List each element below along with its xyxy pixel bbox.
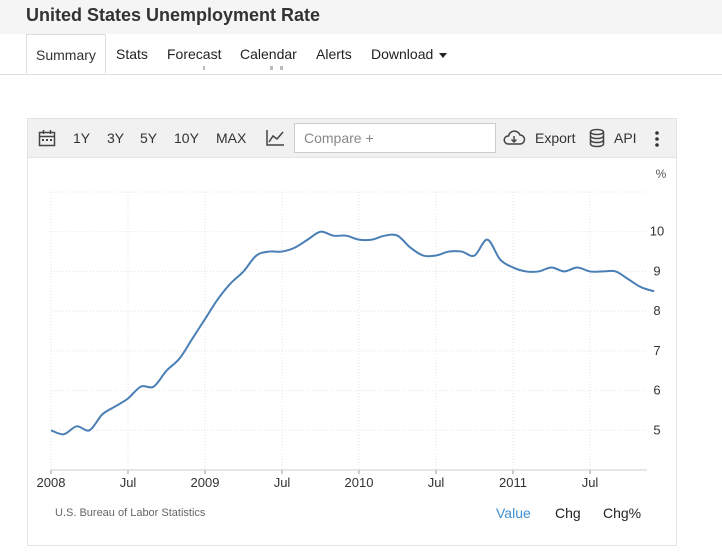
y-tick-label: 7: [653, 343, 660, 358]
cloud-download-icon[interactable]: [502, 129, 526, 147]
x-tick-label: 2009: [191, 475, 220, 487]
api-button[interactable]: API: [614, 130, 637, 146]
mode-chg-percent-button[interactable]: Chg%: [603, 505, 642, 521]
calendar-icon[interactable]: [38, 129, 56, 147]
tab-stats[interactable]: Stats: [116, 46, 148, 62]
x-tick-label: 2011: [499, 475, 527, 487]
x-tick-label: Jul: [274, 475, 291, 487]
range-1y-button[interactable]: 1Y: [73, 130, 91, 146]
y-tick-label: 6: [653, 383, 660, 398]
page-title: United States Unemployment Rate: [26, 5, 321, 25]
y-tick-label: 5: [653, 422, 660, 437]
x-tick-label: 2008: [37, 475, 66, 487]
caret-down-icon: [439, 52, 448, 58]
chart-toolbar: 1Y 3Y 5Y 10Y MAX Export API: [28, 119, 676, 158]
source-label: U.S. Bureau of Labor Statistics: [55, 507, 206, 519]
range-10y-button[interactable]: 10Y: [174, 130, 199, 146]
unemployment-line-chart: 5 6 7 8 9 10 2008 Jul 2009 Jul 2010 Jul 2011 Jul %: [37, 167, 667, 487]
compare-input[interactable]: [294, 123, 496, 153]
series-line: [50, 230, 655, 436]
tab-summary[interactable]: Summary: [26, 34, 106, 74]
range-5y-button[interactable]: 5Y: [140, 130, 158, 146]
tab-calendar[interactable]: Calendar: [240, 46, 297, 62]
x-tick-label: 2010: [345, 475, 374, 487]
y-tick-label: 8: [653, 303, 660, 318]
clipped-text-fragment: [203, 66, 283, 70]
y-tick-label: 10: [650, 224, 664, 239]
title-bar: United States Unemployment Rate: [0, 0, 722, 35]
x-tick-label: Jul: [120, 475, 137, 487]
tab-download-label: Download: [371, 46, 434, 62]
x-tick-label: Jul: [428, 475, 445, 487]
export-button[interactable]: Export: [535, 130, 576, 146]
tab-bar: Summary Stats Forecast Calendar Alerts D…: [0, 34, 722, 75]
range-3y-button[interactable]: 3Y: [107, 130, 125, 146]
mode-value-button[interactable]: Value: [496, 505, 531, 521]
mode-chg-button[interactable]: Chg: [555, 505, 581, 521]
chart-panel: 1Y 3Y 5Y 10Y MAX Export API: [27, 118, 677, 546]
database-icon[interactable]: [589, 128, 605, 148]
line-chart-icon[interactable]: [265, 129, 285, 147]
tab-forecast[interactable]: Forecast: [167, 46, 222, 62]
range-max-button[interactable]: MAX: [216, 130, 247, 146]
tab-download[interactable]: Download: [371, 34, 448, 74]
y-tick-label: 9: [653, 263, 660, 278]
tab-alerts[interactable]: Alerts: [316, 46, 352, 62]
more-vertical-icon[interactable]: [652, 130, 662, 148]
y-axis-unit: %: [656, 167, 667, 181]
x-tick-label: Jul: [582, 475, 599, 487]
